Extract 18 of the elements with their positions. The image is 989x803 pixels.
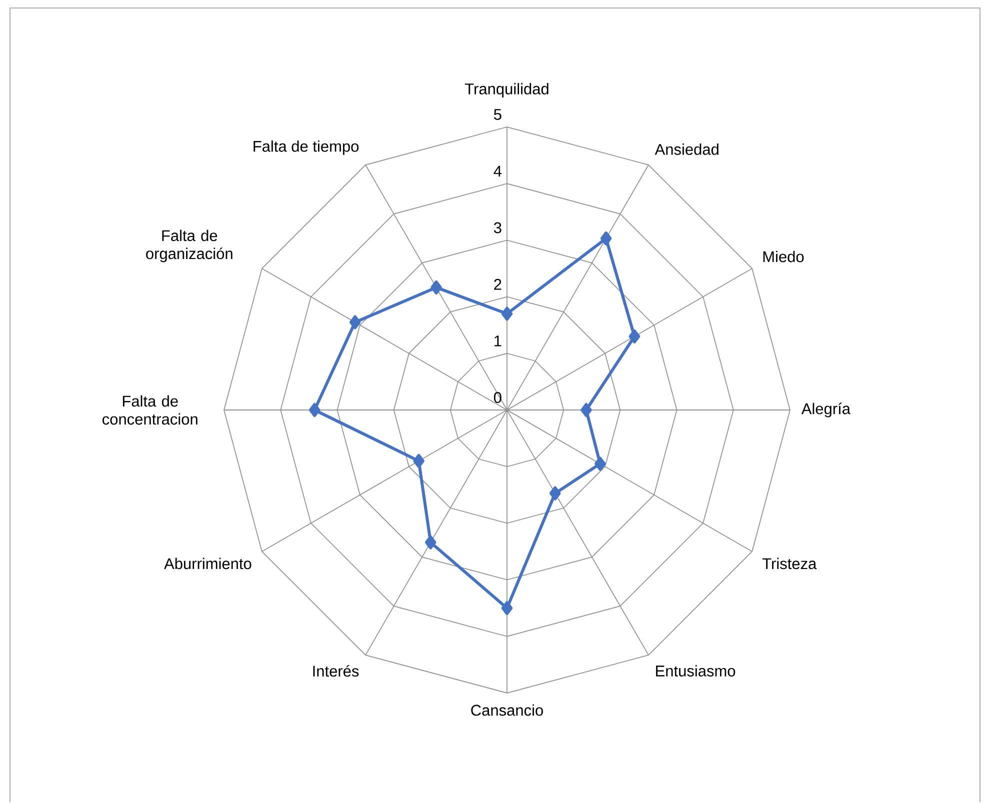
spoke-label: Falta de tiempo [254, 140, 359, 155]
spoke-label: Cansancio [471, 704, 543, 716]
spoke-label: Falta de organización [146, 230, 232, 262]
spoke-label: Aburrimiento [164, 558, 252, 570]
y-tick-label: 1 [494, 336, 502, 346]
spoke-label: Tranquilidad [464, 83, 548, 98]
spoke-label: Interés [313, 665, 359, 677]
spoke-label: Falta de concentracion [102, 395, 198, 425]
spoke-label: Tristeza [762, 558, 817, 570]
y-tick-label: 2 [494, 278, 502, 290]
y-tick-label: 4 [494, 166, 502, 176]
y-tick-label: 0 [494, 392, 502, 404]
y-tick-label: 3 [494, 222, 502, 234]
spoke-label: Ansiedad [654, 144, 718, 155]
spoke-label: Miedo [763, 250, 804, 262]
spoke-label: Entusiasmo [656, 665, 736, 676]
y-tick-label: 5 [494, 109, 502, 120]
spoke-label: Alegría [801, 402, 851, 418]
